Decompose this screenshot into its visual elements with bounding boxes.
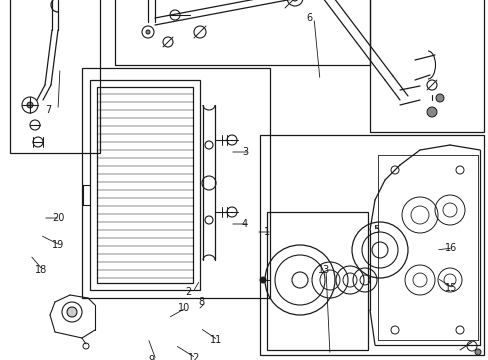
Circle shape [67, 307, 77, 317]
Bar [266, 212, 367, 350]
Bar [260, 135, 483, 355]
Bar [90, 80, 200, 290]
Text: 18: 18 [35, 265, 47, 275]
Text: 8: 8 [198, 297, 203, 307]
Text: 19: 19 [52, 240, 64, 250]
Text: 12: 12 [187, 353, 200, 360]
Bar [369, 0, 483, 132]
Circle shape [426, 107, 436, 117]
Text: 7: 7 [45, 105, 51, 115]
Text: 5: 5 [372, 225, 379, 235]
Circle shape [435, 94, 443, 102]
Text: 2: 2 [184, 287, 191, 297]
Text: 6: 6 [305, 13, 311, 23]
Text: 13: 13 [317, 265, 329, 275]
Text: 16: 16 [444, 243, 456, 253]
Bar [97, 87, 193, 283]
Circle shape [146, 30, 150, 34]
Circle shape [27, 102, 33, 108]
Text: 9: 9 [148, 355, 154, 360]
Text: 1: 1 [264, 227, 269, 237]
Bar [82, 68, 269, 298]
Text: 10: 10 [178, 303, 190, 313]
Text: 15: 15 [444, 283, 456, 293]
Bar [115, 0, 369, 65]
Text: 4: 4 [242, 219, 247, 229]
Text: 3: 3 [242, 147, 247, 157]
Bar [10, 0, 100, 153]
Text: 20: 20 [52, 213, 64, 223]
Circle shape [291, 0, 297, 1]
Text: 11: 11 [209, 335, 222, 345]
Circle shape [474, 349, 480, 355]
Circle shape [260, 277, 265, 283]
